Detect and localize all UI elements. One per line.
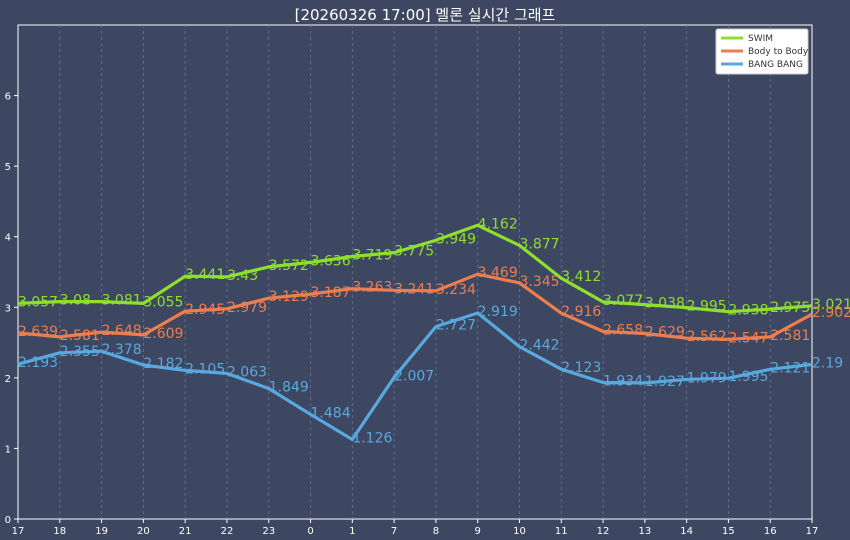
data-label: 3.055 xyxy=(143,294,183,310)
data-label: 2.629 xyxy=(645,324,685,340)
data-label: 2.902 xyxy=(812,305,850,321)
data-label: 2.648 xyxy=(102,323,142,339)
x-tick-label: 11 xyxy=(555,526,568,537)
data-label: 3.129 xyxy=(269,289,309,305)
x-tick-label: 12 xyxy=(597,526,610,537)
data-label: 2.919 xyxy=(478,304,518,320)
data-label: 1.934 xyxy=(603,374,643,390)
x-tick-label: 17 xyxy=(806,526,819,537)
data-label: 1.126 xyxy=(352,431,392,447)
data-label: 1.849 xyxy=(269,380,309,396)
data-label: 1.927 xyxy=(645,374,685,390)
plot-frame xyxy=(17,24,813,520)
data-label: 2.007 xyxy=(394,368,434,384)
data-label: 2.193 xyxy=(18,355,58,371)
data-label: 3.077 xyxy=(603,293,643,309)
x-tick-label: 19 xyxy=(95,526,108,537)
data-label: 2.105 xyxy=(185,361,225,377)
x-tick-label: 16 xyxy=(764,526,777,537)
legend-label: BANG BANG xyxy=(748,60,803,70)
series-line-body-to-body xyxy=(17,272,813,341)
x-tick-label: 15 xyxy=(722,526,735,537)
data-label: 3.949 xyxy=(436,231,476,247)
data-label: 2.063 xyxy=(227,364,267,380)
data-label: 2.979 xyxy=(227,300,267,316)
y-tick-label: 3 xyxy=(5,303,11,314)
legend-label: Body to Body xyxy=(748,47,809,57)
x-tick-label: 22 xyxy=(221,526,234,537)
data-label: 3.412 xyxy=(561,269,601,285)
x-tick-label: 17 xyxy=(12,526,25,537)
data-label: 2.562 xyxy=(687,329,727,345)
data-label: 2.938 xyxy=(728,303,768,319)
data-label: 2.639 xyxy=(18,324,58,340)
data-label: 1.995 xyxy=(728,369,768,385)
x-tick-label: 21 xyxy=(179,526,192,537)
data-label: 2.19 xyxy=(812,355,843,371)
data-label: 3.187 xyxy=(311,285,351,301)
data-label: 3.43 xyxy=(227,268,258,284)
data-label: 3.234 xyxy=(436,282,476,298)
series-line-bang-bang xyxy=(17,311,813,442)
y-tick-label: 5 xyxy=(5,162,11,173)
data-label: 2.123 xyxy=(561,360,601,376)
data-label: 2.581 xyxy=(770,328,810,344)
y-tick-label: 6 xyxy=(5,92,11,103)
y-tick-label: 1 xyxy=(5,444,11,455)
chart-title: [20260326 17:00] 멜론 실시간 그래프 xyxy=(294,6,556,24)
data-label: 2.945 xyxy=(185,302,225,318)
x-tick-label: 0 xyxy=(307,526,313,537)
data-label: 3.441 xyxy=(185,267,225,283)
x-tick-label: 18 xyxy=(53,526,66,537)
y-tick-label: 4 xyxy=(5,233,11,244)
data-label: 2.581 xyxy=(60,328,100,344)
x-tick-label: 8 xyxy=(433,526,439,537)
data-label: 3.081 xyxy=(102,293,142,309)
data-label: 2.378 xyxy=(102,342,142,358)
data-label: 2.442 xyxy=(519,338,559,354)
data-label: 1.484 xyxy=(311,405,351,421)
x-tick-label: 23 xyxy=(262,526,275,537)
x-tick-label: 13 xyxy=(638,526,651,537)
data-label: 3.775 xyxy=(394,244,434,260)
data-label: 1.979 xyxy=(687,370,727,386)
data-label: 2.182 xyxy=(143,356,183,372)
x-tick-label: 1 xyxy=(349,526,355,537)
data-label: 3.572 xyxy=(269,258,309,274)
series-line-swim xyxy=(17,223,813,314)
x-tick-label: 10 xyxy=(513,526,526,537)
data-label: 3.877 xyxy=(519,236,559,252)
data-label: 2.727 xyxy=(436,318,476,334)
x-tick-label: 7 xyxy=(391,526,397,537)
data-label: 3.469 xyxy=(478,265,518,281)
x-tick-label: 20 xyxy=(137,526,150,537)
data-label: 3.057 xyxy=(18,294,58,310)
data-label: 2.658 xyxy=(603,322,643,338)
data-label: 4.162 xyxy=(478,216,518,232)
data-label: 3.038 xyxy=(645,296,685,312)
x-tick-label: 9 xyxy=(474,526,480,537)
data-label: 2.916 xyxy=(561,304,601,320)
data-label: 2.121 xyxy=(770,360,810,376)
legend-label: SWIM xyxy=(748,34,773,44)
y-tick-label: 0 xyxy=(5,515,11,526)
data-label: 3.021 xyxy=(812,297,850,313)
x-tick-label: 14 xyxy=(680,526,693,537)
data-label: 3.719 xyxy=(352,248,392,264)
data-label: 2.609 xyxy=(143,326,183,342)
data-label: 3.345 xyxy=(519,274,559,290)
data-label: 2.975 xyxy=(770,300,810,316)
data-label: 2.547 xyxy=(728,330,768,346)
data-label: 2.355 xyxy=(60,344,100,360)
data-label: 3.636 xyxy=(311,253,351,269)
data-label: 2.995 xyxy=(687,299,727,315)
data-label: 3.241 xyxy=(394,281,434,297)
y-tick-label: 2 xyxy=(5,374,11,385)
data-label: 3.08 xyxy=(60,293,91,309)
data-label: 3.263 xyxy=(352,280,392,296)
